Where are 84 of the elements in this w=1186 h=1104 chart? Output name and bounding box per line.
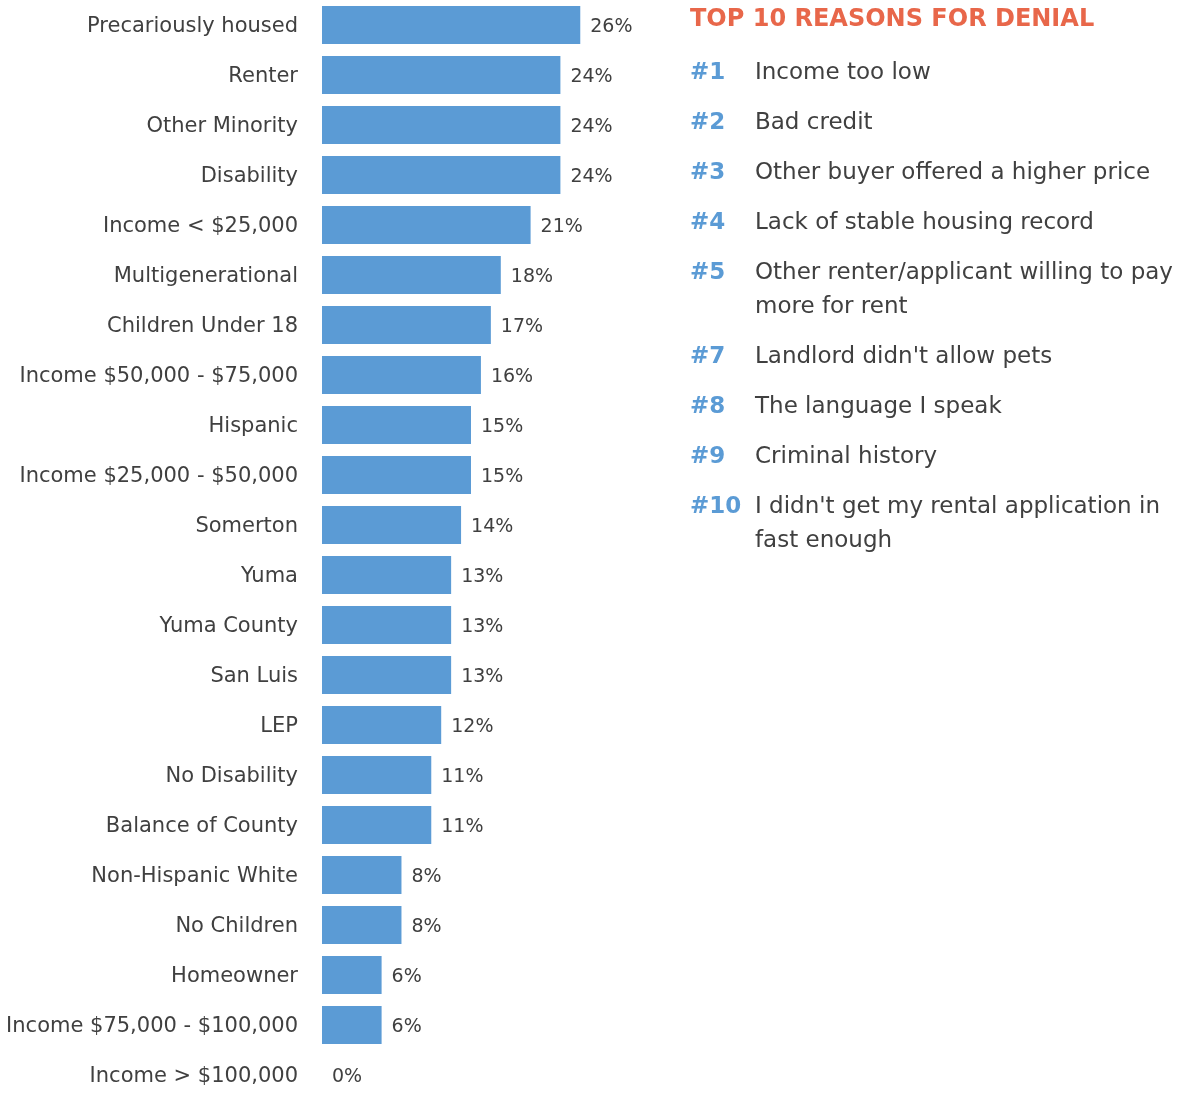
bar <box>322 156 561 194</box>
data-label: 13% <box>461 564 504 586</box>
bar <box>322 406 471 444</box>
category-label: #10 <box>690 491 743 520</box>
data-label: 14% <box>471 514 514 536</box>
y-tick-label: San Luis <box>210 663 298 687</box>
y-tick-label: Somerton <box>195 513 298 537</box>
category-label: #5 <box>690 257 727 286</box>
data-label: 0% <box>332 1064 363 1086</box>
bar <box>322 306 491 344</box>
bar <box>322 856 402 894</box>
y-tick-label: Yuma County <box>158 613 298 637</box>
y-tick-label: Precariously housed <box>87 13 298 37</box>
text: Income too low <box>755 57 931 86</box>
y-tick-label: Non-Hispanic White <box>91 863 298 887</box>
bar <box>322 256 501 294</box>
y-tick-label: Hispanic <box>208 413 298 437</box>
bar <box>322 6 581 44</box>
bar <box>322 656 452 694</box>
category-label: #3 <box>690 157 727 186</box>
bar <box>322 956 382 994</box>
y-tick-label: No Children <box>175 913 298 937</box>
bar <box>322 1006 382 1044</box>
category-label: #9 <box>690 441 727 470</box>
bar <box>322 456 471 494</box>
text: I didn't get my rental application in fast enough <box>755 491 1161 554</box>
y-tick-label: Homeowner <box>171 963 299 987</box>
data-label: 15% <box>481 464 524 486</box>
text: Criminal history <box>755 441 938 470</box>
y-tick-label: Multigenerational <box>113 263 298 287</box>
bar <box>322 106 561 144</box>
data-label: 6% <box>391 1014 422 1036</box>
data-label: 6% <box>391 964 422 986</box>
data-label: 16% <box>490 364 534 386</box>
y-tick-label: Other Minority <box>146 113 298 137</box>
data-label: 24% <box>570 64 613 86</box>
y-tick-label: Income < $25,000 <box>102 213 298 237</box>
y-tick-label: Balance of County <box>105 813 298 837</box>
data-label: 24% <box>570 114 613 136</box>
bar <box>322 356 481 394</box>
bar <box>322 706 442 744</box>
data-label: 11% <box>441 764 484 786</box>
bar <box>322 906 402 944</box>
data-label: 26% <box>590 14 633 36</box>
data-label: 13% <box>461 664 504 686</box>
text: Other buyer offered a higher price <box>755 157 1151 186</box>
y-tick-label: LEP <box>260 713 298 737</box>
y-tick-label: Disability <box>200 163 298 187</box>
data-label: 13% <box>461 614 504 636</box>
category-label: #4 <box>690 207 727 236</box>
text: Other renter/applicant willing to pay more for rent <box>755 257 1174 320</box>
y-tick-label: Income $50,000 - $75,000 <box>19 363 298 387</box>
bar <box>322 506 462 544</box>
category-label: #2 <box>690 107 727 136</box>
text: Bad credit <box>755 107 873 136</box>
bar <box>322 606 452 644</box>
y-tick-label: Renter <box>228 63 299 87</box>
y-tick-label: Children Under 18 <box>106 313 298 337</box>
y-tick-label: Income $75,000 - $100,000 <box>6 1013 298 1037</box>
data-label: 8% <box>411 864 442 886</box>
data-label: 21% <box>540 214 583 236</box>
y-tick-label: Income > $100,000 <box>89 1063 298 1087</box>
bar <box>322 56 561 94</box>
category-label: #1 <box>690 57 727 86</box>
bar <box>322 756 432 794</box>
data-label: 8% <box>411 914 442 936</box>
text: Landlord didn't allow pets <box>755 341 1053 370</box>
data-label: 17% <box>500 314 544 336</box>
data-label: 18% <box>510 264 554 286</box>
category-label: #7 <box>690 341 727 370</box>
bar <box>322 806 432 844</box>
text: TOP 10 REASONS FOR DENIAL <box>690 4 1096 32</box>
data-label: 24% <box>570 164 613 186</box>
data-label: 11% <box>441 814 484 836</box>
text: The language I speak <box>755 391 1002 420</box>
bar <box>322 556 452 594</box>
y-tick-label: No Disability <box>165 763 298 787</box>
bar <box>322 206 531 244</box>
data-label: 15% <box>481 414 524 436</box>
text: Lack of stable housing record <box>755 207 1094 236</box>
y-tick-label: Yuma <box>239 563 298 587</box>
data-label: 12% <box>451 714 494 736</box>
category-label: #8 <box>690 391 727 420</box>
y-tick-label: Income $25,000 - $50,000 <box>19 463 298 487</box>
